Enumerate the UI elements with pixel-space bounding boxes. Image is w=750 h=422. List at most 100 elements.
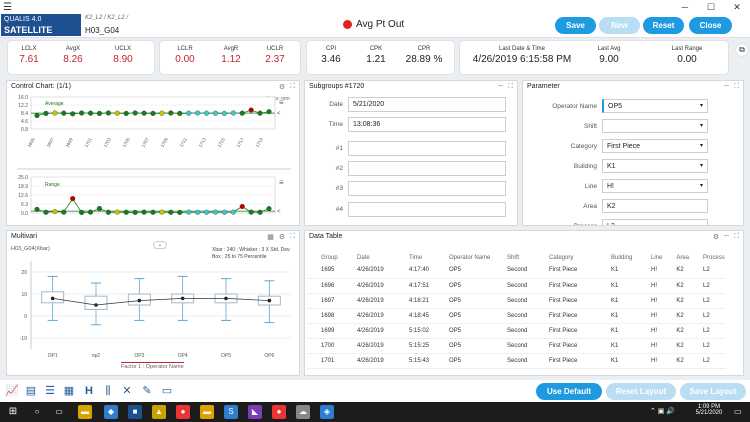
- table-row[interactable]: 1698 4/26/2019 4:18:45 OP5 Second First Piece…: [307, 308, 725, 324]
- param-select-shift[interactable]: ▾: [602, 119, 708, 133]
- column-header[interactable]: Shift: [507, 255, 520, 261]
- list-tool-icon[interactable]: ☰: [45, 385, 55, 397]
- data-point: [177, 110, 183, 116]
- app-icon[interactable]: S: [224, 405, 238, 419]
- chart-tool-icon[interactable]: 📈: [5, 385, 19, 397]
- save-layout-button[interactable]: Save Layout: [680, 383, 746, 400]
- app-icon[interactable]: ■: [128, 405, 142, 419]
- hamburger-menu-icon[interactable]: ☰: [3, 1, 12, 13]
- column-header[interactable]: Line: [651, 255, 663, 261]
- document-tool-icon[interactable]: ▭: [161, 385, 173, 397]
- expand-icon[interactable]: ⛶: [508, 83, 513, 90]
- expand-icon[interactable]: ⛶: [290, 83, 295, 90]
- data-table: Group Date Time Operator Name Shift Category B…: [307, 253, 725, 369]
- close-button[interactable]: Close: [689, 17, 732, 34]
- data-point: [114, 209, 120, 215]
- tick-label: 0.0: [21, 211, 28, 217]
- param-select-process[interactable]: L2: [602, 219, 708, 225]
- chart-menu-icon: ≡: [279, 178, 284, 187]
- column-header[interactable]: Date: [357, 255, 370, 261]
- chrome-icon[interactable]: ●: [176, 405, 190, 419]
- grid-tool-icon[interactable]: ▦: [63, 385, 75, 397]
- expand-icon[interactable]: ⛶: [734, 83, 739, 90]
- table-row[interactable]: 1701 4/26/2019 5:15:43 OP5 Second First Piece…: [307, 353, 725, 369]
- stat-uclr: UCLR 2.37: [253, 44, 297, 66]
- folder-icon[interactable]: ▬: [200, 405, 214, 419]
- tray-icons[interactable]: ⌃ ▣ 🔊: [650, 408, 676, 415]
- expand-icon[interactable]: ⛶: [290, 233, 295, 240]
- file-explorer-icon[interactable]: ▬: [78, 405, 92, 419]
- notification-icon[interactable]: ▭: [734, 407, 742, 416]
- app-icon[interactable]: ◈: [320, 405, 334, 419]
- table-row[interactable]: 1696 4/26/2019 4:17:51 OP5 Second First Piece…: [307, 278, 725, 294]
- reading-field-1[interactable]: [348, 141, 506, 156]
- stat-value: 9.00: [599, 54, 619, 65]
- app-icon[interactable]: ◆: [104, 405, 118, 419]
- param-select-category[interactable]: First Piece ▾: [602, 139, 708, 153]
- chrome-icon[interactable]: ●: [272, 405, 286, 419]
- settings-icon[interactable]: ⚙: [278, 234, 286, 241]
- param-select-line[interactable]: H! ▾: [602, 179, 708, 193]
- expand-icon[interactable]: ⛶: [734, 233, 739, 240]
- data-point: [221, 209, 227, 215]
- param-label: Shift: [583, 123, 597, 130]
- column-header[interactable]: Building: [611, 255, 633, 261]
- maximize-icon[interactable]: ☐: [706, 1, 716, 12]
- column-header[interactable]: Group: [321, 255, 338, 261]
- param-select-area[interactable]: K2: [602, 199, 708, 213]
- app-icon[interactable]: ☁: [296, 405, 310, 419]
- delete-tool-icon[interactable]: ✕: [122, 385, 132, 397]
- settings-icon[interactable]: ⚙: [278, 84, 286, 91]
- param-select-operator-name[interactable]: OP5 ▾: [602, 99, 708, 113]
- minimize-panel-icon[interactable]: ─: [724, 83, 730, 90]
- table-cell: OP5: [435, 293, 493, 309]
- table-row[interactable]: 1699 4/26/2019 5:15:02 OP5 Second First Piece…: [307, 323, 725, 339]
- param-select-building[interactable]: K1 ▾: [602, 159, 708, 173]
- new-button[interactable]: New: [599, 17, 640, 34]
- settings-icon[interactable]: ⚙: [712, 234, 720, 241]
- reading-field-2[interactable]: [348, 161, 506, 176]
- column-header[interactable]: Time: [409, 255, 423, 261]
- use-default-button[interactable]: Use Default: [536, 383, 602, 400]
- table-row[interactable]: 1697 4/26/2019 4:18:21 OP5 Second First Piece…: [307, 293, 725, 309]
- column-header[interactable]: Operator Name: [449, 255, 491, 261]
- column-header[interactable]: Category: [549, 255, 574, 261]
- search-icon[interactable]: ○: [34, 407, 40, 416]
- minimize-icon[interactable]: ─: [681, 2, 689, 12]
- clock[interactable]: 1:09 PM 5/21/2020: [695, 404, 723, 416]
- save-button[interactable]: Save: [555, 17, 596, 34]
- edit-tool-icon[interactable]: ✎: [142, 385, 152, 397]
- histogram-tool-icon[interactable]: H: [85, 385, 93, 397]
- date-field[interactable]: 5/21/2020: [348, 97, 506, 112]
- table-cell: First Piece: [535, 338, 597, 354]
- data-point: [266, 109, 272, 115]
- windows-start-icon[interactable]: ⊞: [8, 406, 18, 417]
- tick-label: 6.3: [21, 202, 28, 208]
- x-tick-label: 1707: [141, 137, 151, 149]
- time-field[interactable]: 13:08:36: [348, 117, 506, 132]
- minimize-panel-icon[interactable]: ─: [498, 83, 504, 90]
- app-icon[interactable]: ▲: [152, 405, 166, 419]
- reset-layout-button[interactable]: Reset Layout: [606, 383, 676, 400]
- copy-icon[interactable]: ⧉: [736, 44, 748, 56]
- task-view-icon[interactable]: ▭: [55, 407, 63, 416]
- minimize-panel-icon[interactable]: ─: [724, 233, 730, 240]
- param-value: K2: [607, 203, 616, 210]
- table-tool-icon[interactable]: ▤: [25, 385, 37, 397]
- column-header[interactable]: Process: [703, 255, 725, 261]
- reset-button[interactable]: Reset: [643, 17, 684, 34]
- collapse-chevron-icon[interactable]: ⌄: [153, 241, 167, 249]
- table-cell: 4/26/2019: [343, 353, 395, 369]
- close-window-icon[interactable]: ✕: [733, 1, 741, 12]
- reading-field-4[interactable]: [348, 202, 506, 217]
- table-row[interactable]: 1695 4/26/2019 4:17:40 OP5 Second First Piece…: [307, 263, 725, 279]
- column-header[interactable]: Area: [676, 255, 690, 261]
- reading-field-3[interactable]: [348, 181, 506, 196]
- chart-icon[interactable]: ▦: [267, 234, 274, 241]
- table-row[interactable]: 1700 4/26/2019 5:15:25 OP5 Second First Piece…: [307, 338, 725, 354]
- filter-tool-icon[interactable]: ⫼: [105, 385, 111, 397]
- median-point: [267, 298, 272, 303]
- subgroup-title: Subgroups #1720: [309, 83, 365, 90]
- visual-studio-icon[interactable]: ◣: [248, 405, 262, 419]
- stat-label: AvgX: [65, 46, 81, 52]
